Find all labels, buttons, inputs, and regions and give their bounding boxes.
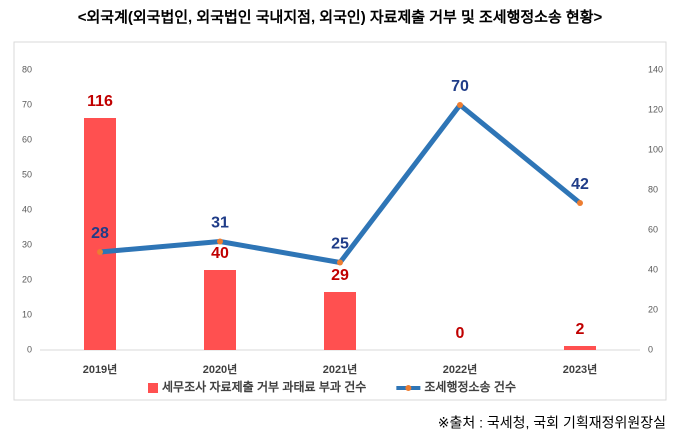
y-tick-label: 20 [22, 274, 32, 284]
line-value-label: 42 [571, 176, 589, 193]
bar [564, 346, 596, 350]
line-value-label: 28 [91, 225, 109, 242]
y2-tick-label: 0 [648, 344, 653, 354]
bar [204, 270, 236, 350]
bar-value-label: 2 [576, 321, 585, 338]
legend-label: 조세행정소송 건수 [424, 379, 516, 394]
source: ※출처 : 국세청, 국회 기획재정위원장실 [438, 415, 666, 431]
y-tick-label: 0 [27, 344, 32, 354]
y2-tick-label: 100 [648, 144, 663, 154]
line-value-label: 25 [331, 236, 349, 253]
y-tick-label: 80 [22, 64, 32, 74]
y-tick-label: 10 [22, 309, 32, 319]
legend-label: 세무조사 자료제출 거부 과태료 부과 건수 [162, 379, 366, 394]
bar [84, 118, 116, 350]
line-marker [577, 200, 583, 206]
x-tick-label: 2019년 [83, 362, 118, 376]
y2-tick-label: 20 [648, 304, 658, 314]
bar-value-label: 0 [456, 325, 465, 342]
line-marker [337, 259, 343, 266]
y-tick-label: 40 [22, 204, 32, 214]
y2-tick-label: 80 [648, 184, 658, 194]
x-tick-label: 2020년 [203, 362, 238, 376]
line-marker [97, 249, 103, 255]
legend-marker [405, 385, 412, 391]
bar-value-label: 116 [87, 93, 113, 110]
y2-tick-label: 120 [648, 104, 663, 114]
y-tick-label: 50 [22, 169, 32, 179]
y2-tick-label: 40 [648, 264, 658, 274]
line-marker [457, 102, 463, 108]
y2-tick-label: 60 [648, 224, 658, 234]
bar-value-label: 29 [331, 267, 349, 284]
line-value-label: 31 [211, 215, 229, 232]
legend-swatch [148, 383, 158, 393]
y-tick-label: 60 [22, 134, 32, 144]
x-tick-label: 2021년 [323, 362, 358, 376]
y2-tick-label: 140 [648, 64, 663, 74]
chart-title: <외국계(외국법인, 외국법인 국내지점, 외국인) 자료제출 거부 및 조세행… [78, 8, 603, 26]
x-tick-label: 2023년 [563, 362, 598, 376]
y-tick-label: 70 [22, 99, 32, 109]
x-tick-label: 2022년 [443, 362, 478, 376]
line-marker [217, 238, 223, 245]
line-value-label: 70 [451, 78, 469, 95]
bar-value-label: 40 [211, 245, 229, 262]
y-tick-label: 30 [22, 239, 32, 249]
bar [324, 292, 356, 350]
